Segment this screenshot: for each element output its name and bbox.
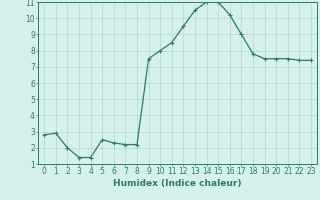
X-axis label: Humidex (Indice chaleur): Humidex (Indice chaleur) [113, 179, 242, 188]
